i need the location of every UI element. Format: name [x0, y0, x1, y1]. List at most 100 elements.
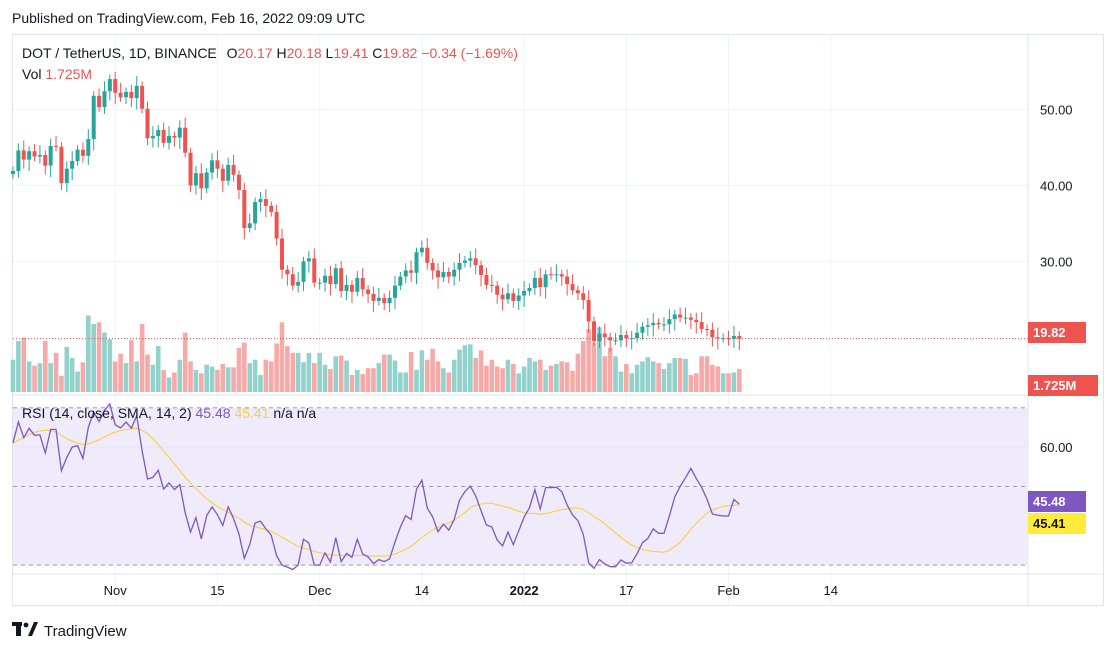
volume-bar: [91, 324, 96, 392]
candle-body: [398, 276, 403, 286]
candle-body: [172, 136, 177, 138]
volume-bar: [231, 367, 236, 392]
rsi-na-1: n/a: [273, 405, 293, 421]
candle-body: [613, 340, 618, 342]
candle-body: [317, 282, 322, 284]
volume-bar: [387, 354, 392, 392]
candle-body: [705, 328, 710, 330]
candle-body: [220, 168, 225, 181]
candle-body: [54, 145, 59, 147]
candle-body: [586, 300, 591, 322]
rsi-legend-value: 45.48: [195, 405, 231, 421]
candle-body: [672, 314, 677, 320]
candle-body: [199, 173, 204, 189]
candle-body: [602, 333, 607, 338]
candle-body: [505, 293, 510, 300]
volume-bar: [521, 366, 527, 392]
candle-body: [699, 322, 704, 329]
footer: TradingView: [12, 622, 127, 640]
change-value: −0.34 (−1.69%): [421, 45, 518, 61]
tradingview-brand[interactable]: TradingView: [44, 622, 127, 640]
candle-body: [301, 261, 306, 282]
candle-body: [661, 324, 666, 326]
volume-bar: [258, 375, 263, 392]
price-tick-label: 40.00: [1040, 178, 1073, 193]
candle-body: [323, 275, 328, 283]
volume-bar: [16, 341, 21, 392]
candle-body: [75, 149, 80, 162]
candle-body: [624, 335, 629, 339]
volume-bar: [365, 368, 371, 392]
candle-body: [161, 129, 166, 143]
volume-bar: [220, 363, 226, 392]
candle-body: [290, 274, 295, 286]
candle-body: [694, 319, 699, 323]
candle-body: [274, 211, 279, 239]
volume-bar: [32, 365, 37, 392]
candle-body: [177, 127, 182, 138]
candle-body: [592, 321, 597, 342]
candle-body: [129, 91, 134, 99]
volume-bar: [268, 361, 274, 392]
time-tick-label: 2022: [510, 583, 539, 598]
candle-body: [446, 271, 451, 277]
volume-bar: [107, 339, 113, 392]
volume-bar: [150, 364, 156, 392]
volume-bar: [457, 349, 462, 392]
candle-body: [570, 284, 575, 291]
volume-bar: [204, 364, 209, 392]
volume-bar: [80, 362, 86, 392]
volume-legend: Vol 1.725M: [22, 66, 92, 82]
volume-bar: [242, 342, 247, 392]
volume-bar: [37, 363, 43, 392]
volume-bar: [355, 369, 360, 392]
high-label: H: [276, 45, 287, 61]
candle-body: [403, 270, 408, 277]
candle-body: [247, 223, 252, 228]
candle-body: [511, 293, 516, 301]
volume-bar: [295, 352, 301, 392]
volume-bar: [86, 315, 91, 392]
volume-bar: [155, 346, 161, 392]
time-tick-label: 15: [210, 583, 224, 598]
volume-bar: [683, 358, 688, 392]
candle-body: [667, 319, 672, 325]
volume-bar: [209, 366, 215, 392]
candle-body: [253, 202, 258, 224]
tradingview-logo-icon: [12, 622, 38, 640]
candle-body: [123, 91, 128, 98]
volume-bar: [274, 343, 279, 392]
volume-bar: [575, 353, 581, 392]
volume-bar: [311, 363, 317, 392]
candle-body: [715, 337, 720, 339]
candle-body: [731, 336, 736, 339]
symbol-title: DOT / TetherUS, 1D, BINANCE: [22, 45, 217, 61]
volume-bar: [710, 364, 715, 392]
volume-bar: [317, 352, 322, 392]
volume-bar: [478, 350, 484, 392]
candle-body: [387, 297, 392, 304]
candle-body: [280, 238, 284, 270]
volume-bar: [145, 354, 150, 392]
candle-body: [371, 294, 376, 301]
candle-body: [656, 322, 661, 325]
volume-bar: [392, 360, 398, 392]
volume-bar: [699, 356, 704, 392]
volume-bar: [279, 322, 285, 392]
volume-bar: [570, 370, 575, 392]
time-tick-label: Feb: [717, 583, 739, 598]
volume-bar: [672, 358, 678, 392]
volume-bar: [236, 347, 242, 392]
volume-value: 1.725M: [45, 66, 93, 82]
volume-bar: [484, 365, 489, 392]
candle-body: [70, 161, 75, 169]
candle-body: [16, 150, 21, 171]
volume-bar: [69, 358, 75, 392]
volume-bar: [468, 344, 473, 392]
candle-body: [554, 274, 559, 276]
candle-body: [645, 325, 650, 327]
rsi-legend: RSI (14, close, SMA, 14, 2) 45.48 45.41 …: [22, 405, 316, 421]
volume-bar: [516, 373, 522, 392]
volume-bar: [42, 341, 48, 392]
